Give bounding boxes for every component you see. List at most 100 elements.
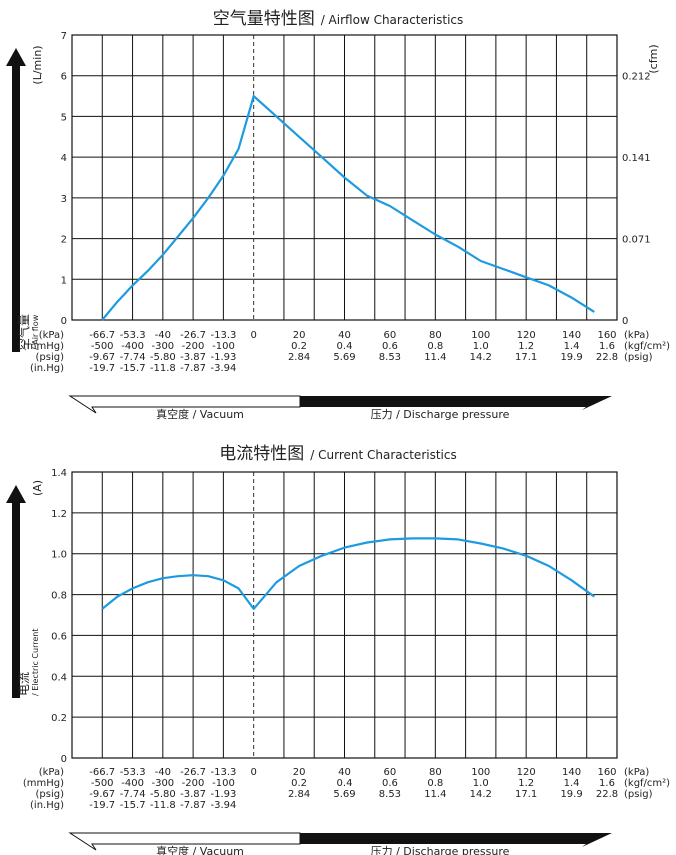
y-tick-label: 0.4 — [51, 672, 67, 683]
x-unit-label: (in.Hg) — [30, 800, 64, 811]
x-tick-label: -100 — [212, 341, 235, 352]
x-tick-label: -300 — [151, 778, 174, 789]
x-tick-label: 1.4 — [564, 341, 580, 352]
x-tick-label: 100 — [471, 330, 490, 341]
x-tick-label: -11.8 — [150, 800, 176, 811]
x-tick-label: 160 — [597, 330, 616, 341]
x-tick-label: 20 — [293, 767, 306, 778]
x-tick-label: 0.4 — [337, 341, 353, 352]
x-tick-label: 5.69 — [333, 789, 355, 800]
x-tick-label: -3.94 — [211, 363, 237, 374]
x-tick-label: 60 — [384, 330, 397, 341]
x-tick-label: -400 — [121, 778, 144, 789]
x-tick-label: 140 — [562, 330, 581, 341]
y-unit-label: (L/min) — [31, 45, 44, 84]
vacuum-arrow — [68, 832, 301, 851]
x-tick-label: -26.7 — [180, 330, 206, 341]
y-axis-name-en: / Air flow — [31, 314, 40, 350]
x-tick-label: -53.3 — [120, 330, 146, 341]
x-tick-label: -100 — [212, 778, 235, 789]
x-unit-label: (psig) — [36, 789, 65, 800]
x-tick-label: -13.3 — [211, 330, 237, 341]
x-tick-label: 1.6 — [599, 341, 615, 352]
x-tick-label: 140 — [562, 767, 581, 778]
x-tick-label: -26.7 — [180, 767, 206, 778]
chart-panel-1: 电流特性图 / Current Characteristics 0 0.2 0.4 0.6… — [6, 444, 670, 855]
x-unit-label: (in.Hg) — [30, 363, 64, 374]
x-tick-label: -15.7 — [120, 800, 146, 811]
x-tick-label: 160 — [597, 767, 616, 778]
x-tick-label: -53.3 — [120, 767, 146, 778]
x-tick-label: 1.4 — [564, 778, 580, 789]
x-tick-label: -3.87 — [180, 789, 206, 800]
plot-frame — [71, 471, 618, 759]
y2-tick-label: 0.071 — [622, 235, 651, 246]
y-tick-label: 0.2 — [51, 713, 67, 724]
x-tick-label: 0.6 — [382, 341, 398, 352]
x-tick-label: -300 — [151, 341, 174, 352]
x-tick-label: 19.9 — [560, 789, 582, 800]
x-unit-label: (kPa) — [39, 330, 64, 341]
y-tick-label: 1.4 — [51, 468, 67, 479]
x-tick-label: -400 — [121, 341, 144, 352]
vacuum-label: 真空度 / Vacuum — [156, 844, 244, 855]
x-tick-label: -9.67 — [89, 352, 115, 363]
x-tick-label: 2.84 — [288, 789, 310, 800]
x-right-unit-label: (psig) — [624, 789, 653, 800]
x-tick-label: 60 — [384, 767, 397, 778]
x-tick-label: 2.84 — [288, 352, 310, 363]
y-axis-name-zh: 电流 — [17, 672, 31, 696]
x-tick-label: 0.8 — [427, 341, 443, 352]
x-unit-label: (psig) — [36, 352, 65, 363]
y-tick-label: 0.8 — [51, 591, 67, 602]
y-tick-label: 1 — [61, 275, 67, 286]
x-tick-label: 40 — [338, 330, 351, 341]
pressure-arrow — [300, 833, 612, 847]
x-tick-label: 1.0 — [473, 778, 489, 789]
x-right-unit-label: (kgf/cm²) — [624, 778, 670, 789]
y-tick-label: 3 — [61, 194, 67, 205]
x-tick-label: 14.2 — [470, 789, 492, 800]
x-tick-label: 0.6 — [382, 778, 398, 789]
x-tick-label: -9.67 — [89, 789, 115, 800]
y-tick-label: 1.0 — [51, 550, 67, 561]
y-axis-arrow-head — [6, 485, 26, 503]
y-tick-label: 0 — [61, 754, 67, 765]
y-tick-label: 0 — [61, 316, 67, 327]
x-tick-label: 1.2 — [518, 778, 534, 789]
y-unit-label: (A) — [31, 480, 44, 496]
y-axis-name-zh: 空气量 — [16, 314, 31, 350]
x-tick-label: -7.74 — [120, 789, 146, 800]
x-tick-label-zero: 0 — [250, 330, 256, 341]
x-tick-label: 0.8 — [427, 778, 443, 789]
x-tick-label: 8.53 — [379, 789, 401, 800]
x-tick-label: 22.8 — [596, 789, 618, 800]
y-tick-label: 1.2 — [51, 509, 67, 520]
x-tick-label: 22.8 — [596, 352, 618, 363]
x-unit-label: (kPa) — [39, 767, 64, 778]
x-tick-label: 11.4 — [424, 352, 446, 363]
x-tick-label: 1.2 — [518, 341, 534, 352]
x-tick-label: -66.7 — [89, 330, 115, 341]
chart-title: 电流特性图 / Current Characteristics — [219, 444, 456, 464]
x-tick-label: -5.80 — [150, 352, 176, 363]
x-tick-label: 100 — [471, 767, 490, 778]
x-tick-label: 120 — [517, 330, 536, 341]
series-line — [101, 537, 595, 610]
x-tick-label: 11.4 — [424, 789, 446, 800]
x-tick-label-zero: 0 — [250, 767, 256, 778]
y-tick-label: 7 — [61, 31, 67, 42]
x-tick-label: -3.87 — [180, 352, 206, 363]
chart-title: 空气量特性图 / Airflow Characteristics — [213, 9, 464, 29]
y-tick-label: 0.6 — [51, 631, 67, 642]
x-tick-label: 14.2 — [470, 352, 492, 363]
x-tick-label: -40 — [155, 330, 171, 341]
chart-title-zh: 电流特性图 — [219, 444, 304, 464]
y-tick-label: 4 — [61, 153, 67, 164]
x-tick-label: 40 — [338, 767, 351, 778]
x-tick-label: 8.53 — [379, 352, 401, 363]
pressure-label: 压力 / Discharge pressure — [371, 408, 510, 421]
x-tick-label: -500 — [91, 341, 114, 352]
vacuum-arrow — [68, 395, 301, 414]
